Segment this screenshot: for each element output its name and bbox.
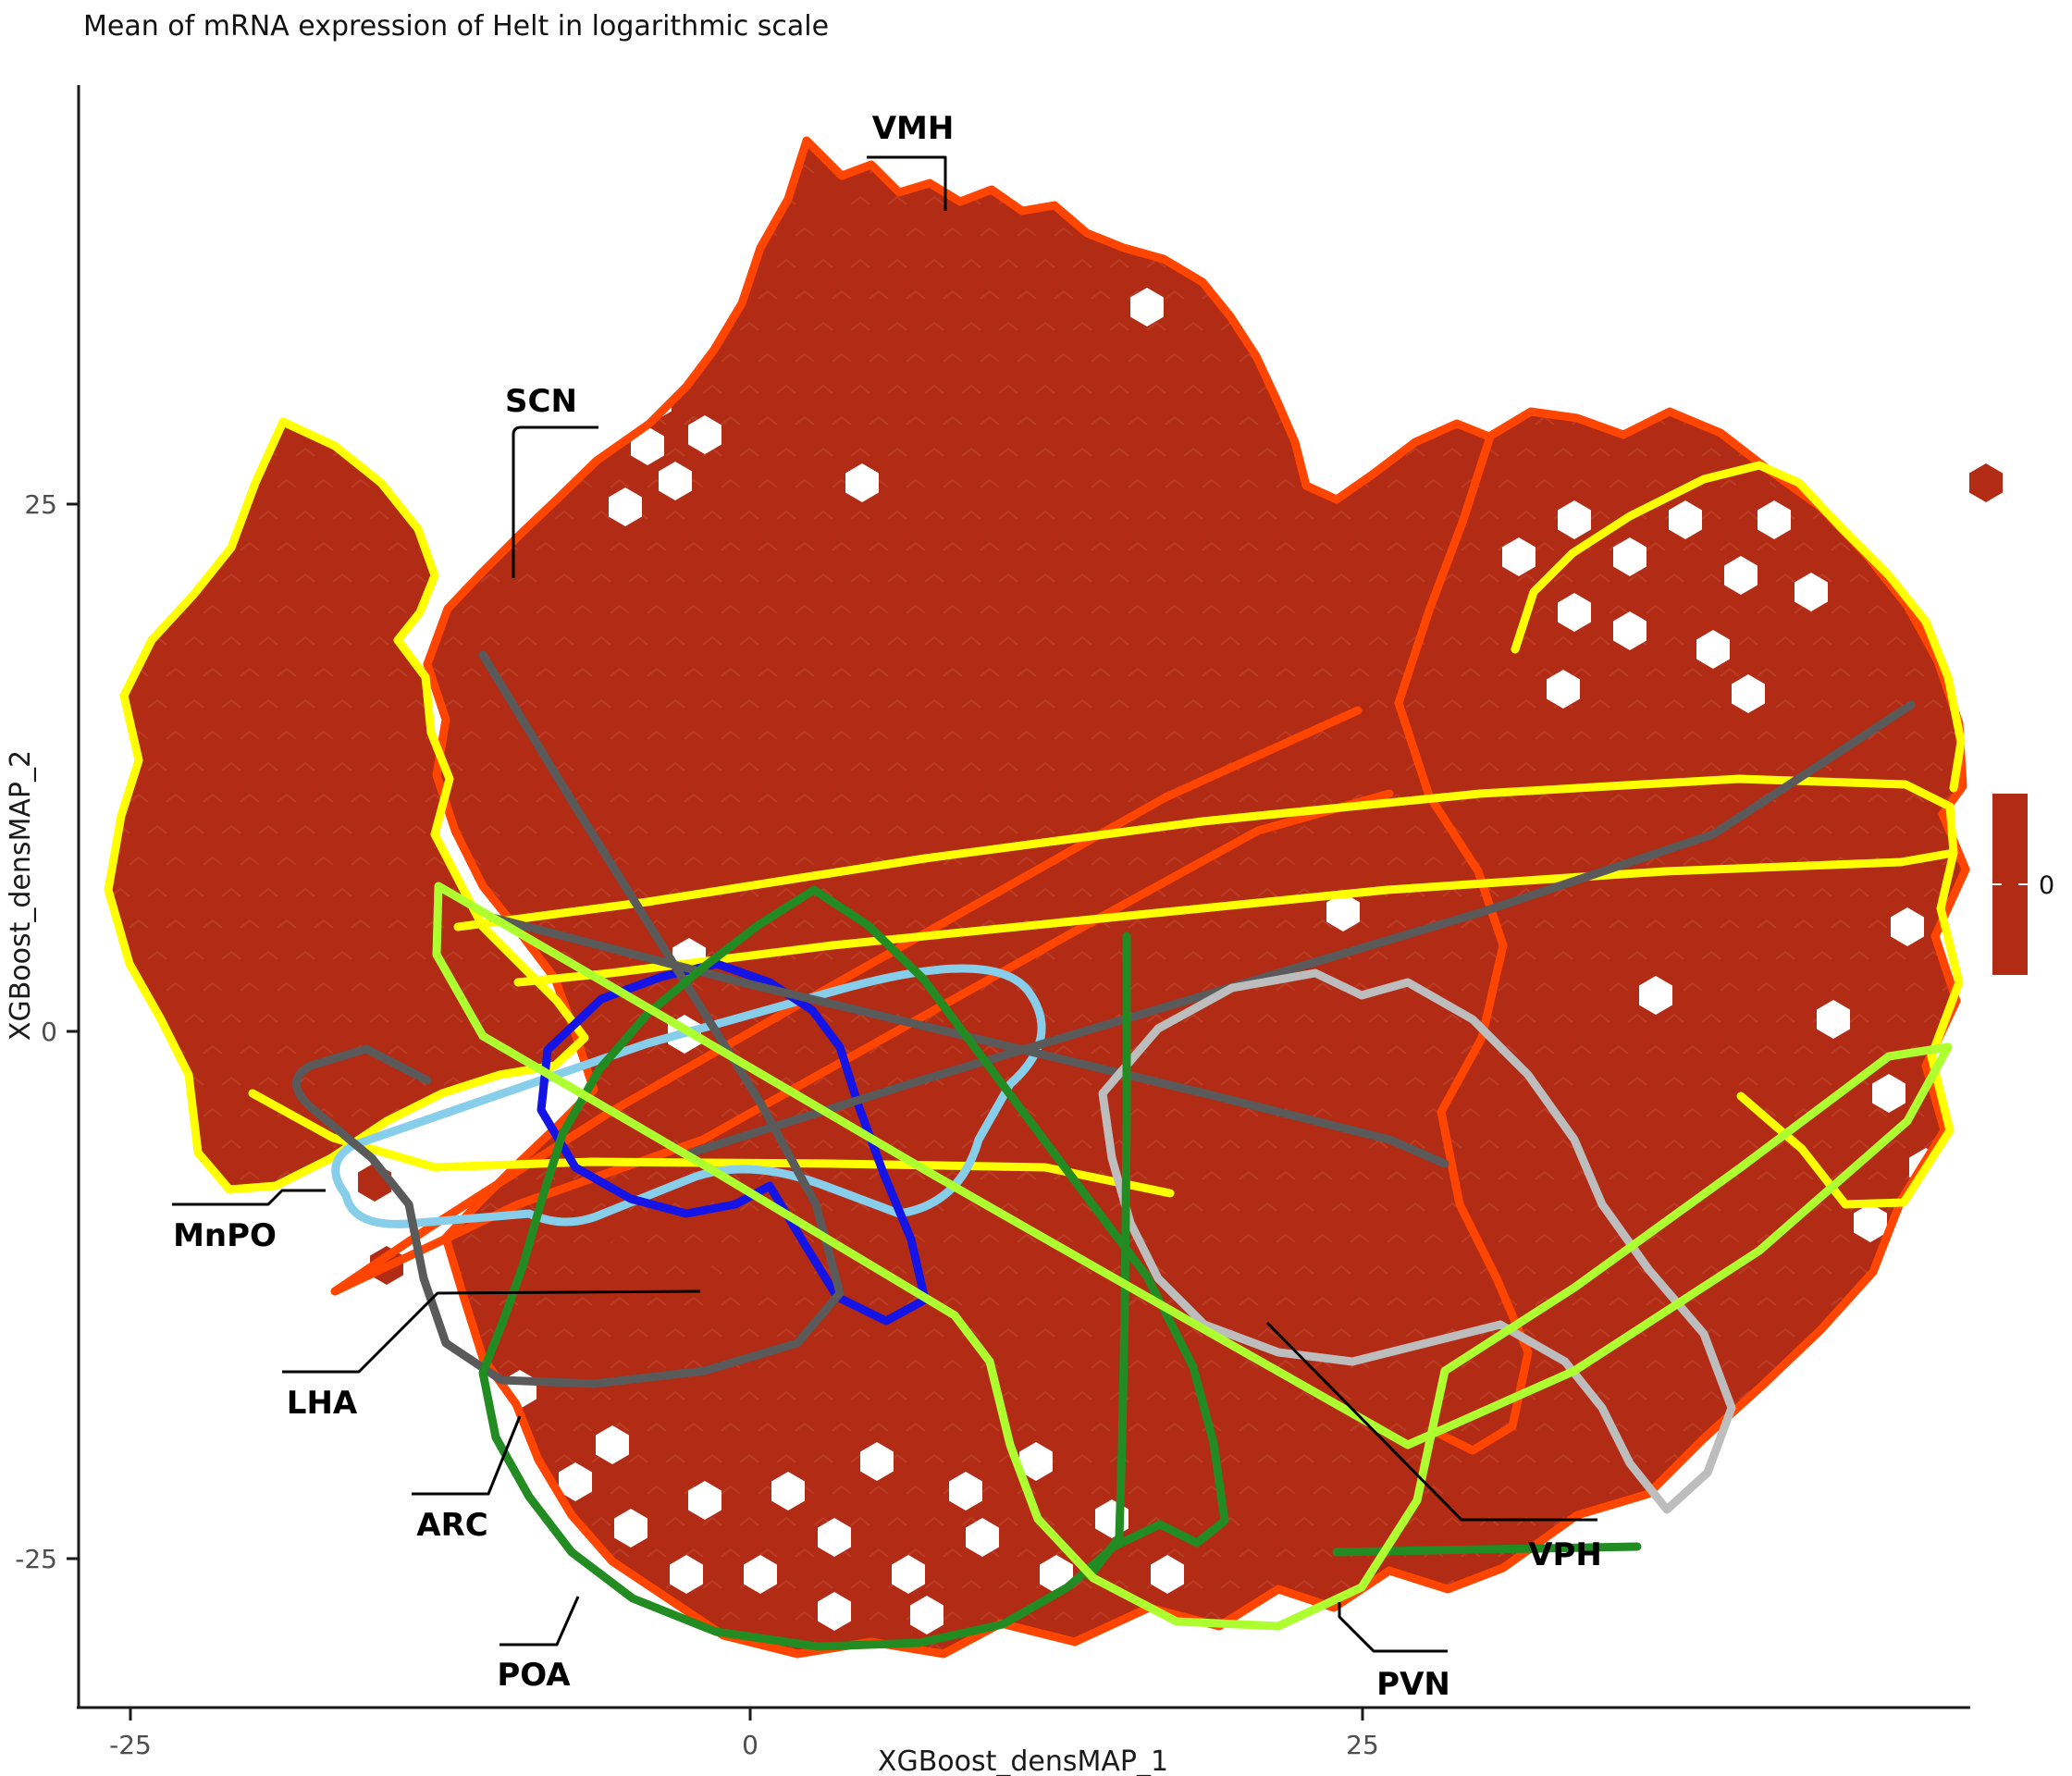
x-axis-title: XGBoost_densMAP_1 bbox=[878, 1745, 1168, 1776]
x-axis-tick-labels: -25 0 25 bbox=[109, 1730, 1379, 1760]
region-label-lha: LHA bbox=[287, 1385, 358, 1422]
region-label-vph: VPH bbox=[1528, 1536, 1602, 1573]
callout-arc bbox=[412, 1415, 522, 1496]
callout-pvn bbox=[1338, 1602, 1448, 1653]
region-outlines bbox=[108, 141, 1966, 1654]
region-outline-orangered-wedge bbox=[330, 706, 1394, 1296]
callout-poa bbox=[500, 1596, 580, 1646]
region-outline-vph bbox=[1098, 968, 1736, 1514]
y-tick-25: 25 bbox=[24, 489, 57, 520]
region-outline-yellow-right-edge bbox=[1736, 848, 1964, 1209]
x-tick-m25: -25 bbox=[109, 1730, 152, 1760]
y-axis-tick-labels: 25 0 -25 bbox=[15, 489, 57, 1574]
region-outline-yellow-right-lobe bbox=[1511, 461, 1966, 793]
region-outline-yellow-band bbox=[453, 774, 1958, 987]
callout-vph bbox=[1265, 1321, 1597, 1522]
region-outline-yellow-lower bbox=[248, 1089, 1175, 1198]
region-outline-dimgray-diag-b bbox=[687, 700, 1916, 1157]
callout-lines bbox=[172, 155, 1597, 1653]
plot-title: Mean of mRNA expression of Helt in logar… bbox=[83, 10, 829, 43]
y-axis-ticks bbox=[67, 502, 79, 1560]
colorbar-legend: 0 bbox=[1992, 794, 2054, 975]
region-label-mnpo: MnPO bbox=[173, 1217, 277, 1254]
region-label-pvn: PVN bbox=[1376, 1666, 1450, 1703]
region-label-scn: SCN bbox=[505, 383, 577, 420]
callout-lha bbox=[282, 1289, 701, 1374]
region-outline-mnpo bbox=[331, 964, 1046, 1228]
colorbar-tick-label: 0 bbox=[2039, 871, 2054, 900]
region-label-vmh: VMH bbox=[872, 110, 955, 147]
region-label-poa: POA bbox=[497, 1657, 571, 1694]
region-label-arc: ARC bbox=[416, 1507, 487, 1544]
callout-mnpo bbox=[172, 1189, 326, 1206]
region-outline-poa bbox=[478, 885, 1229, 1651]
region-labels: VMH SCN MnPO LHA ARC POA PVN VPH bbox=[173, 110, 1602, 1703]
x-tick-25: 25 bbox=[1346, 1730, 1379, 1760]
y-axis-title: XGBoost_densMAP_2 bbox=[5, 750, 37, 1041]
y-tick-m25: -25 bbox=[15, 1544, 57, 1574]
region-outline-lha bbox=[291, 650, 845, 1388]
axes: 25 0 -25 -25 0 25 XGBoost_densMAP_1 XGBo… bbox=[5, 85, 1970, 1776]
x-tick-0: 0 bbox=[742, 1730, 758, 1760]
region-outline-orangered-inner bbox=[1394, 435, 1533, 1455]
region-outline-pvn bbox=[432, 882, 1953, 1631]
y-tick-0: 0 bbox=[41, 1017, 57, 1047]
callout-scn bbox=[512, 426, 598, 578]
x-axis-ticks bbox=[129, 1708, 1364, 1720]
region-outline-green-vertical bbox=[1085, 931, 1131, 1581]
callout-vmh bbox=[867, 155, 947, 211]
